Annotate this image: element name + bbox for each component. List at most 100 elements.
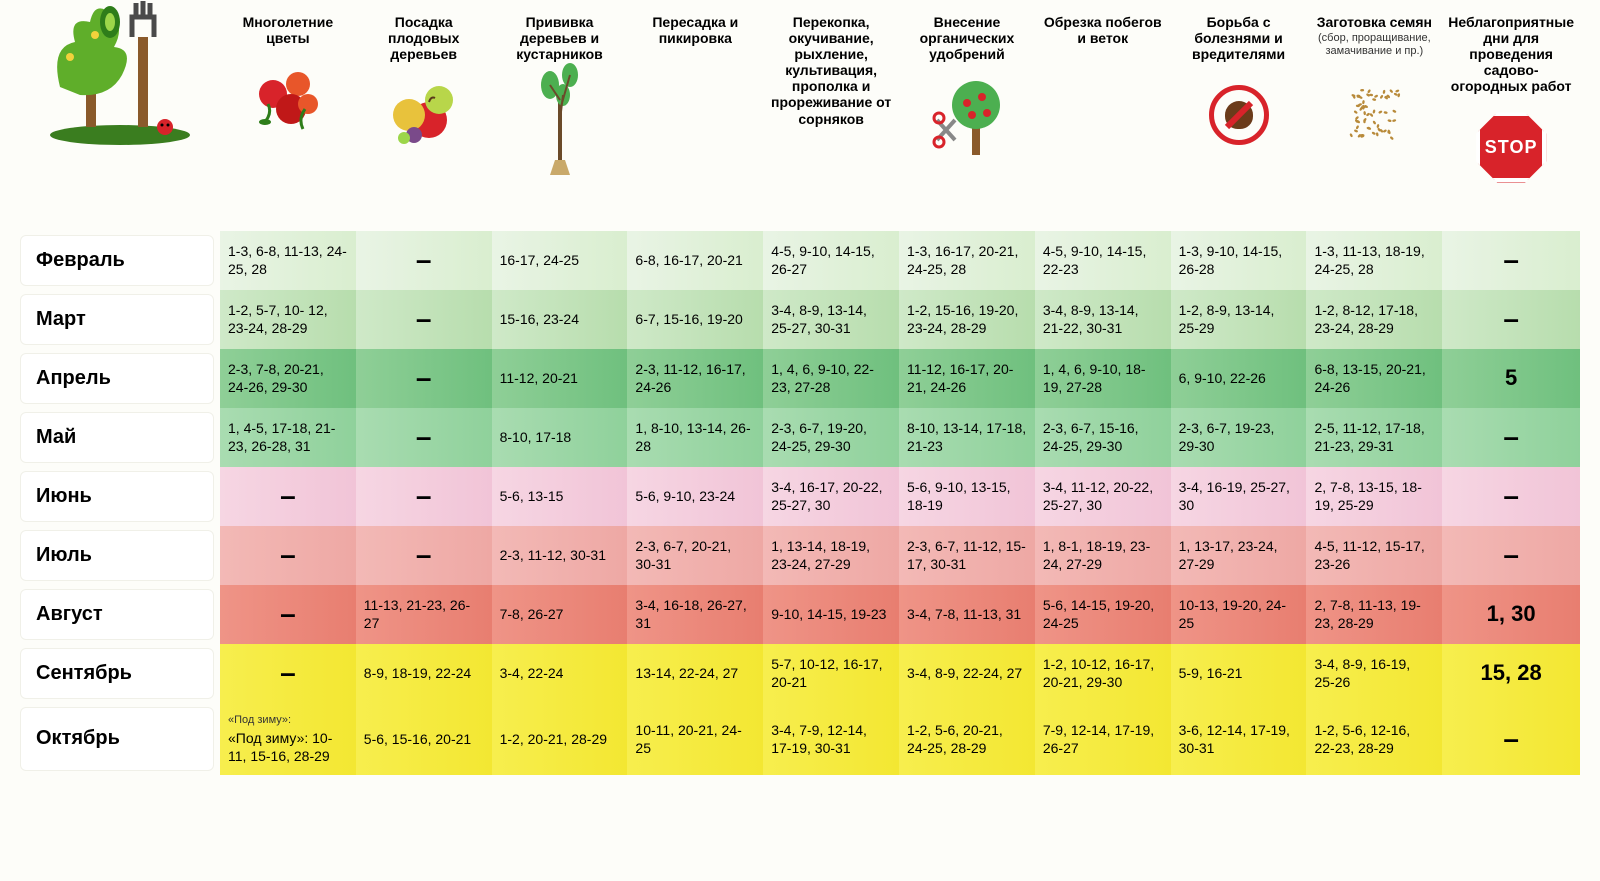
calendar-cell: 3-4, 16-18, 26-27, 31 (627, 585, 763, 644)
calendar-cell: 1-2, 5-6, 20-21, 24-25, 28-29 (899, 703, 1035, 776)
cell-value: 2-5, 11-12, 17-18, 21-23, 29-31 (1314, 419, 1434, 455)
calendar-cell: 13-14, 22-24, 27 (627, 644, 763, 703)
calendar-cell: 1-2, 5-7, 10- 12, 23-24, 28-29 (220, 290, 356, 349)
calendar-cell: 3-4, 8-9, 13-14, 25-27, 30-31 (763, 290, 899, 349)
column-title: Неблагоприятные дни для проведения садов… (1448, 14, 1574, 94)
corner-garden-icon (20, 10, 220, 231)
cell-value: 5-7, 10-12, 16-17, 20-21 (771, 655, 891, 691)
calendar-cell: 11-13, 21-23, 26-27 (356, 585, 492, 644)
cell-value: 1-2, 8-9, 13-14, 25-29 (1179, 301, 1299, 337)
dash-icon: – (364, 242, 484, 278)
calendar-cell: 6-7, 15-16, 19-20 (627, 290, 763, 349)
cell-value: 2, 7-8, 11-13, 19-23, 28-29 (1314, 596, 1434, 632)
cell-value: 1, 4, 6, 9-10, 18-19, 27-28 (1043, 360, 1163, 396)
month-label: Июль (20, 530, 214, 581)
calendar-cell: 5-6, 13-15 (492, 467, 628, 526)
cell-value: 1, 8-10, 13-14, 26-28 (635, 419, 755, 455)
cell-value: 6, 9-10, 22-26 (1179, 369, 1266, 387)
cell-value: 1-3, 16-17, 20-21, 24-25, 28 (907, 242, 1027, 278)
calendar-cell: – (1442, 408, 1580, 467)
cell-value: 3-4, 7-8, 11-13, 31 (907, 605, 1021, 623)
column-header: Обрезка побегов и веток (1035, 10, 1171, 231)
calendar-cell: 3-4, 16-17, 20-22, 25-27, 30 (763, 467, 899, 526)
column-header: Прививка деревьев и кустарников (492, 10, 628, 231)
cell-value: 5-9, 16-21 (1179, 664, 1243, 682)
month-label: Май (20, 412, 214, 463)
calendar-cell: 7-8, 26-27 (492, 585, 628, 644)
cell-value: 1-3, 11-13, 18-19, 24-25, 28 (1314, 242, 1434, 278)
cell-value: 1-3, 6-8, 11-13, 24-25, 28 (228, 242, 348, 278)
month-label: Март (20, 294, 214, 345)
column-title: Заготовка семян (1317, 14, 1432, 30)
calendar-cell: 1-2, 15-16, 19-20, 23-24, 28-29 (899, 290, 1035, 349)
calendar-cell: 1-2, 5-6, 12-16, 22-23, 28-29 (1306, 703, 1442, 776)
calendar-cell: 2-3, 11-12, 16-17, 24-26 (627, 349, 763, 408)
column-title: Обрезка побегов и веток (1041, 14, 1165, 46)
dash-icon: – (1450, 478, 1572, 514)
cell-value: 1-2, 15-16, 19-20, 23-24, 28-29 (907, 301, 1027, 337)
cell-value: 2-3, 6-7, 15-16, 24-25, 29-30 (1043, 419, 1163, 455)
calendar-cell: 15-16, 23-24 (492, 290, 628, 349)
cell-value: 1-3, 9-10, 14-15, 26-28 (1179, 242, 1299, 278)
cell-value: 2-3, 6-7, 19-20, 24-25, 29-30 (771, 419, 891, 455)
dash-icon: – (1450, 419, 1572, 455)
cell-value: 2-3, 6-7, 20-21, 30-31 (635, 537, 755, 573)
dash-icon: – (228, 596, 348, 632)
calendar-cell: 4-5, 9-10, 14-15, 22-23 (1035, 231, 1171, 290)
calendar-cell: 1-3, 16-17, 20-21, 24-25, 28 (899, 231, 1035, 290)
calendar-cell: 3-4, 11-12, 20-22, 25-27, 30 (1035, 467, 1171, 526)
calendar-cell: 1, 4-5, 17-18, 21-23, 26-28, 31 (220, 408, 356, 467)
dash-icon: – (228, 537, 348, 573)
calendar-cell: – (220, 467, 356, 526)
calendar-cell: 8-9, 18-19, 22-24 (356, 644, 492, 703)
cell-value: 2, 7-8, 13-15, 18-19, 25-29 (1314, 478, 1434, 514)
calendar-cell: 3-6, 12-14, 17-19, 30-31 (1171, 703, 1307, 776)
calendar-cell: 5-6, 9-10, 13-15, 18-19 (899, 467, 1035, 526)
month-label: Апрель (20, 353, 214, 404)
cell-value: 5-6, 14-15, 19-20, 24-25 (1043, 596, 1163, 632)
column-title: Внесение органических удобрений (905, 14, 1029, 62)
cell-value: 16-17, 24-25 (500, 251, 579, 269)
column-title: Перекопка, окучивание, рыхление, культив… (769, 14, 893, 127)
calendar-cell: 1, 4, 6, 9-10, 22-23, 27-28 (763, 349, 899, 408)
calendar-cell: 3-4, 7-8, 11-13, 31 (899, 585, 1035, 644)
stop-text: STOP (1485, 137, 1538, 158)
cell-value: 3-4, 16-18, 26-27, 31 (635, 596, 755, 632)
column-icon (525, 70, 595, 160)
cell-value: 3-4, 8-9, 13-14, 21-22, 30-31 (1043, 301, 1163, 337)
column-title: Борьба с болезнями и вредителями (1177, 14, 1301, 62)
cell-value: 1-2, 8-12, 17-18, 23-24, 28-29 (1314, 301, 1434, 337)
dash-icon: – (364, 478, 484, 514)
cell-value: 11-13, 21-23, 26-27 (364, 596, 484, 632)
calendar-cell: 1, 13-14, 18-19, 23-24, 27-29 (763, 526, 899, 585)
calendar-cell: – (220, 585, 356, 644)
cell-value: 2-3, 11-12, 30-31 (500, 546, 606, 564)
calendar-cell: 6, 9-10, 22-26 (1171, 349, 1307, 408)
cell-value: 1, 4-5, 17-18, 21-23, 26-28, 31 (228, 419, 348, 455)
cell-value: 3-4, 8-9, 22-24, 27 (907, 664, 1022, 682)
calendar-cell: – (1442, 703, 1580, 776)
cell-value: 6-7, 15-16, 19-20 (635, 310, 742, 328)
garden-calendar-table: Многолетние цветы Посадка плодовых деревь… (20, 10, 1580, 775)
calendar-cell: 3-4, 8-9, 16-19, 25-26 (1306, 644, 1442, 703)
cell-value: 6-8, 13-15, 20-21, 24-26 (1314, 360, 1434, 396)
calendar-cell: 10-11, 20-21, 24-25 (627, 703, 763, 776)
column-icon: STOP (1476, 102, 1546, 192)
column-title: Многолетние цветы (226, 14, 350, 46)
calendar-cell: 1-3, 6-8, 11-13, 24-25, 28 (220, 231, 356, 290)
column-header: Заготовка семян(сбор, проращивание, зама… (1306, 10, 1442, 231)
calendar-cell: 3-4, 8-9, 22-24, 27 (899, 644, 1035, 703)
calendar-cell: 5-6, 9-10, 23-24 (627, 467, 763, 526)
calendar-cell: – (220, 644, 356, 703)
bad-days-value: 15, 28 (1481, 659, 1542, 688)
cell-value: 1-2, 5-7, 10- 12, 23-24, 28-29 (228, 301, 348, 337)
calendar-cell: 2-3, 11-12, 30-31 (492, 526, 628, 585)
cell-value: 6-8, 16-17, 20-21 (635, 251, 742, 269)
calendar-cell: 4-5, 11-12, 15-17, 23-26 (1306, 526, 1442, 585)
dash-icon: – (1450, 721, 1572, 757)
calendar-cell: 5-7, 10-12, 16-17, 20-21 (763, 644, 899, 703)
column-title: Посадка плодовых деревьев (362, 14, 486, 62)
column-icon (1209, 70, 1269, 160)
cell-value: 5-6, 9-10, 13-15, 18-19 (907, 478, 1027, 514)
cell-value: 13-14, 22-24, 27 (635, 664, 738, 682)
